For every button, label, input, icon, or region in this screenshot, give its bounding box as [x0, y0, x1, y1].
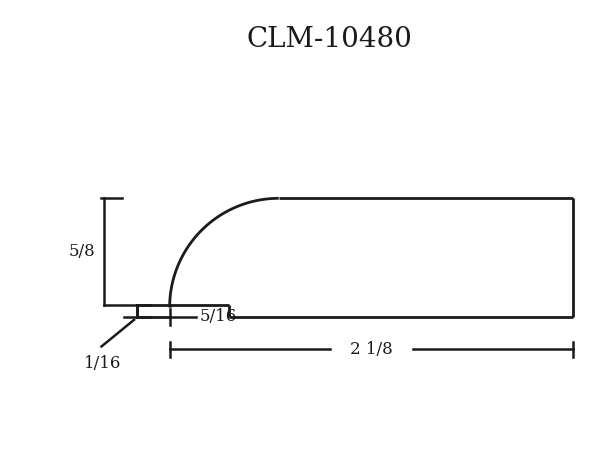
Text: 1/16: 1/16 — [84, 356, 121, 372]
Text: 5/16: 5/16 — [199, 308, 236, 325]
Text: 2 1/8: 2 1/8 — [350, 341, 392, 358]
Text: CLM-10480: CLM-10480 — [247, 27, 413, 54]
Text: 5/8: 5/8 — [69, 243, 95, 260]
